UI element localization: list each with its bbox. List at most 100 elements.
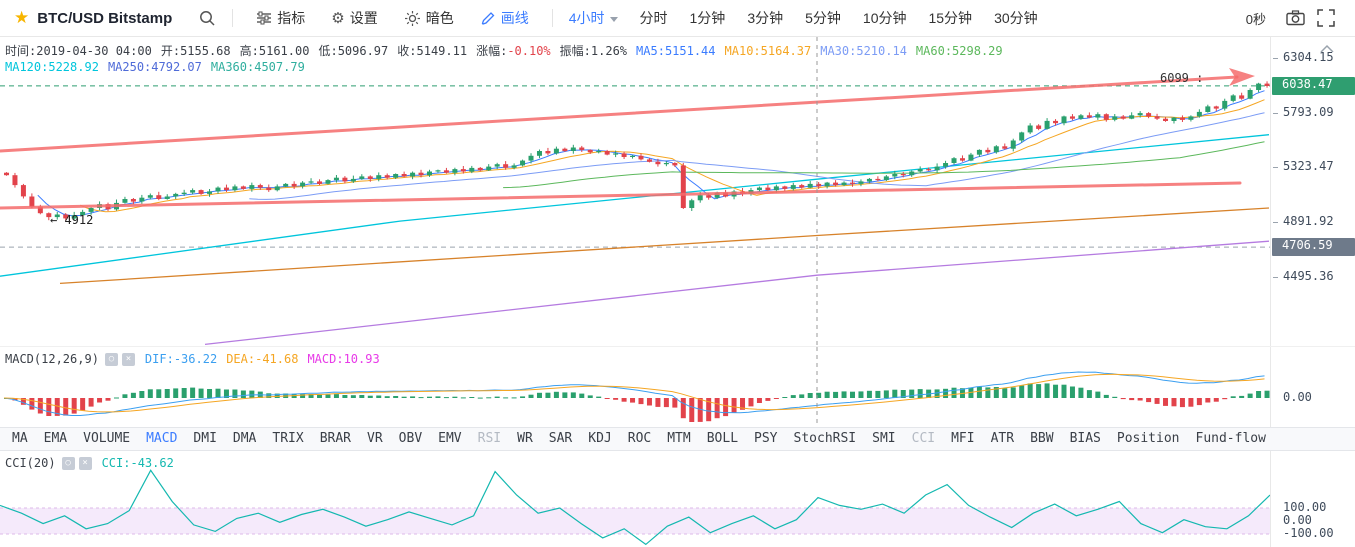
timeframe-1分钟[interactable]: 1分钟 bbox=[689, 10, 726, 26]
price-axis-label: 5793.09 bbox=[1271, 105, 1355, 121]
ohlc-item-6: 振幅:1.26% bbox=[559, 44, 628, 58]
tab-VR[interactable]: VR bbox=[367, 431, 383, 446]
cci-settings-icon[interactable]: ○ bbox=[61, 456, 75, 470]
price-badge: 6038.47 bbox=[1272, 76, 1355, 95]
theme-label: 暗色 bbox=[425, 10, 454, 26]
price-badge: 4706.59 bbox=[1272, 238, 1355, 257]
tab-MA[interactable]: MA bbox=[12, 431, 28, 446]
macd-title: MACD(12,26,9) bbox=[5, 352, 99, 366]
tab-BIAS[interactable]: BIAS bbox=[1069, 431, 1101, 446]
macd-item-2: MACD:10.93 bbox=[307, 352, 380, 366]
toolbar: ★ BTC/USD Bitstamp 指标 ⚙ 设置 暗色 画线 4小时 分时 1分… bbox=[0, 0, 1355, 37]
svg-text:← 4912: ← 4912 bbox=[50, 213, 93, 227]
ohlc-item-7: MA5:5151.44 bbox=[636, 43, 716, 58]
tab-SMI[interactable]: SMI bbox=[872, 431, 896, 446]
tab-MACD[interactable]: MACD bbox=[146, 431, 178, 446]
candlestick-chart[interactable]: 6099 : ← 4912 bbox=[0, 37, 1270, 346]
tab-Fund-flow[interactable]: Fund-flow bbox=[1195, 431, 1266, 446]
tab-EMV[interactable]: EMV bbox=[438, 431, 462, 446]
cci-panel: CCI(20) ○ × CCI:-43.62 100.00 0.00 -100.00 bbox=[0, 451, 1355, 547]
tab-WR[interactable]: WR bbox=[517, 431, 533, 446]
tab-RSI[interactable]: RSI bbox=[477, 431, 502, 446]
tab-ROC[interactable]: ROC bbox=[627, 431, 652, 446]
tab-ATR[interactable]: ATR bbox=[990, 431, 1015, 446]
ma-item-1: MA250:4792.07 bbox=[107, 60, 202, 74]
tab-TRIX[interactable]: TRIX bbox=[272, 431, 304, 446]
timeframe-5分钟[interactable]: 5分钟 bbox=[805, 10, 841, 26]
theme-button[interactable]: 暗色 bbox=[404, 8, 454, 28]
price-axis-label: 6304.15 bbox=[1271, 50, 1355, 66]
timeframe-10分钟[interactable]: 10分钟 bbox=[862, 10, 907, 26]
timeframe-4小时[interactable]: 4小时 bbox=[569, 8, 618, 28]
search-icon[interactable] bbox=[198, 9, 216, 27]
cci-axis[interactable]: 100.00 0.00 -100.00 bbox=[1270, 451, 1355, 547]
ma-item-0: MA120:5228.92 bbox=[5, 60, 99, 74]
symbol-title: BTC/USD Bitstamp bbox=[37, 9, 173, 27]
tab-MFI[interactable]: MFI bbox=[951, 431, 975, 446]
settings-button[interactable]: ⚙ 设置 bbox=[331, 8, 377, 28]
macd-axis[interactable]: 0.00 bbox=[1270, 347, 1355, 427]
draw-line-label: 画线 bbox=[500, 10, 529, 26]
tab-PSY[interactable]: PSY bbox=[754, 431, 778, 446]
macd-info-bar: MACD(12,26,9) ○ × DIF:-36.22 DEA:-41.68 MACD:… bbox=[5, 352, 389, 366]
tab-DMA[interactable]: DMA bbox=[232, 431, 257, 446]
divider bbox=[551, 9, 553, 27]
cci-title: CCI(20) bbox=[5, 456, 56, 470]
ohlc-item-9: MA30:5210.14 bbox=[820, 43, 907, 58]
macd-axis-label: 0.00 bbox=[1283, 390, 1312, 404]
tab-BRAR[interactable]: BRAR bbox=[319, 431, 352, 446]
ohlc-item-5: 涨幅:-0.10% bbox=[476, 44, 551, 58]
draw-line-button[interactable]: 画线 bbox=[480, 8, 529, 28]
tab-StochRSI[interactable]: StochRSI bbox=[793, 431, 857, 446]
scroll-up-icon[interactable] bbox=[1319, 41, 1335, 59]
ma-item-2: MA360:4507.79 bbox=[210, 60, 305, 74]
gear-icon: ⚙ bbox=[331, 10, 345, 27]
sliders-icon bbox=[257, 11, 272, 25]
timeframe-15分钟[interactable]: 15分钟 bbox=[928, 10, 973, 26]
main-chart-panel: 6099 : ← 4912 时间:2019-04-30 04:00 开:5155.6… bbox=[0, 37, 1355, 346]
favorite-star-icon[interactable]: ★ bbox=[14, 8, 30, 27]
ma-info-bar: MA120:5228.92 MA250:4792.07 MA360:4507.79 bbox=[5, 60, 314, 74]
tab-Position[interactable]: Position bbox=[1116, 431, 1180, 446]
indicators-button[interactable]: 指标 bbox=[256, 8, 305, 28]
timeframe-分时[interactable]: 分时 bbox=[639, 10, 668, 26]
divider bbox=[232, 9, 234, 27]
tab-BOLL[interactable]: BOLL bbox=[706, 431, 739, 446]
tab-OBV[interactable]: OBV bbox=[398, 431, 423, 446]
macd-item-1: DEA:-41.68 bbox=[226, 352, 299, 366]
timeframe-3分钟[interactable]: 3分钟 bbox=[747, 10, 784, 26]
screenshot-camera-icon[interactable] bbox=[1286, 10, 1305, 26]
tab-VOLUME[interactable]: VOLUME bbox=[83, 431, 131, 446]
macd-settings-icon[interactable]: ○ bbox=[104, 352, 118, 366]
chevron-down-icon bbox=[609, 16, 618, 22]
cci-info-bar: CCI(20) ○ × CCI:-43.62 bbox=[5, 456, 183, 470]
timeframe-list: 4小时 分时 1分钟 3分钟 5分钟 10分钟 15分钟 30分钟 bbox=[563, 8, 1049, 28]
ohlc-item-2: 高:5161.00 bbox=[239, 44, 310, 58]
macd-chart[interactable] bbox=[0, 347, 1270, 427]
price-axis[interactable]: 6304.15 6038.47 5793.09 5323.47 4891.92 4706.… bbox=[1270, 37, 1355, 346]
tab-BBW[interactable]: BBW bbox=[1030, 431, 1054, 446]
ohlc-item-0: 时间:2019-04-30 04:00 bbox=[5, 44, 152, 58]
tab-MTM[interactable]: MTM bbox=[667, 431, 691, 446]
ohlc-item-3: 低:5096.97 bbox=[318, 44, 389, 58]
cci-chart[interactable] bbox=[0, 451, 1270, 547]
macd-close-icon[interactable]: × bbox=[121, 352, 135, 366]
ohlc-item-8: MA10:5164.37 bbox=[724, 43, 812, 58]
ohlc-item-1: 开:5155.68 bbox=[160, 44, 231, 58]
cci-close-icon[interactable]: × bbox=[78, 456, 92, 470]
tab-CCI[interactable]: CCI bbox=[911, 431, 936, 446]
indicator-tabs: MA EMA VOLUME MACD DMI DMA TRIX BRAR VR OBV EMV RSI… bbox=[0, 427, 1355, 451]
fullscreen-icon[interactable] bbox=[1317, 9, 1335, 27]
tab-SAR[interactable]: SAR bbox=[548, 431, 573, 446]
settings-label: 设置 bbox=[349, 10, 378, 26]
svg-text:6099 :: 6099 : bbox=[1160, 71, 1203, 85]
macd-item-0: DIF:-36.22 bbox=[144, 352, 218, 366]
ohlc-item-4: 收:5149.11 bbox=[397, 44, 468, 58]
timeframe-30分钟[interactable]: 30分钟 bbox=[994, 10, 1038, 26]
indicators-label: 指标 bbox=[277, 10, 306, 26]
tab-KDJ[interactable]: KDJ bbox=[588, 431, 612, 446]
tab-EMA[interactable]: EMA bbox=[43, 431, 68, 446]
tab-DMI[interactable]: DMI bbox=[193, 431, 217, 446]
ohlc-item-10: MA60:5298.29 bbox=[915, 43, 1003, 58]
